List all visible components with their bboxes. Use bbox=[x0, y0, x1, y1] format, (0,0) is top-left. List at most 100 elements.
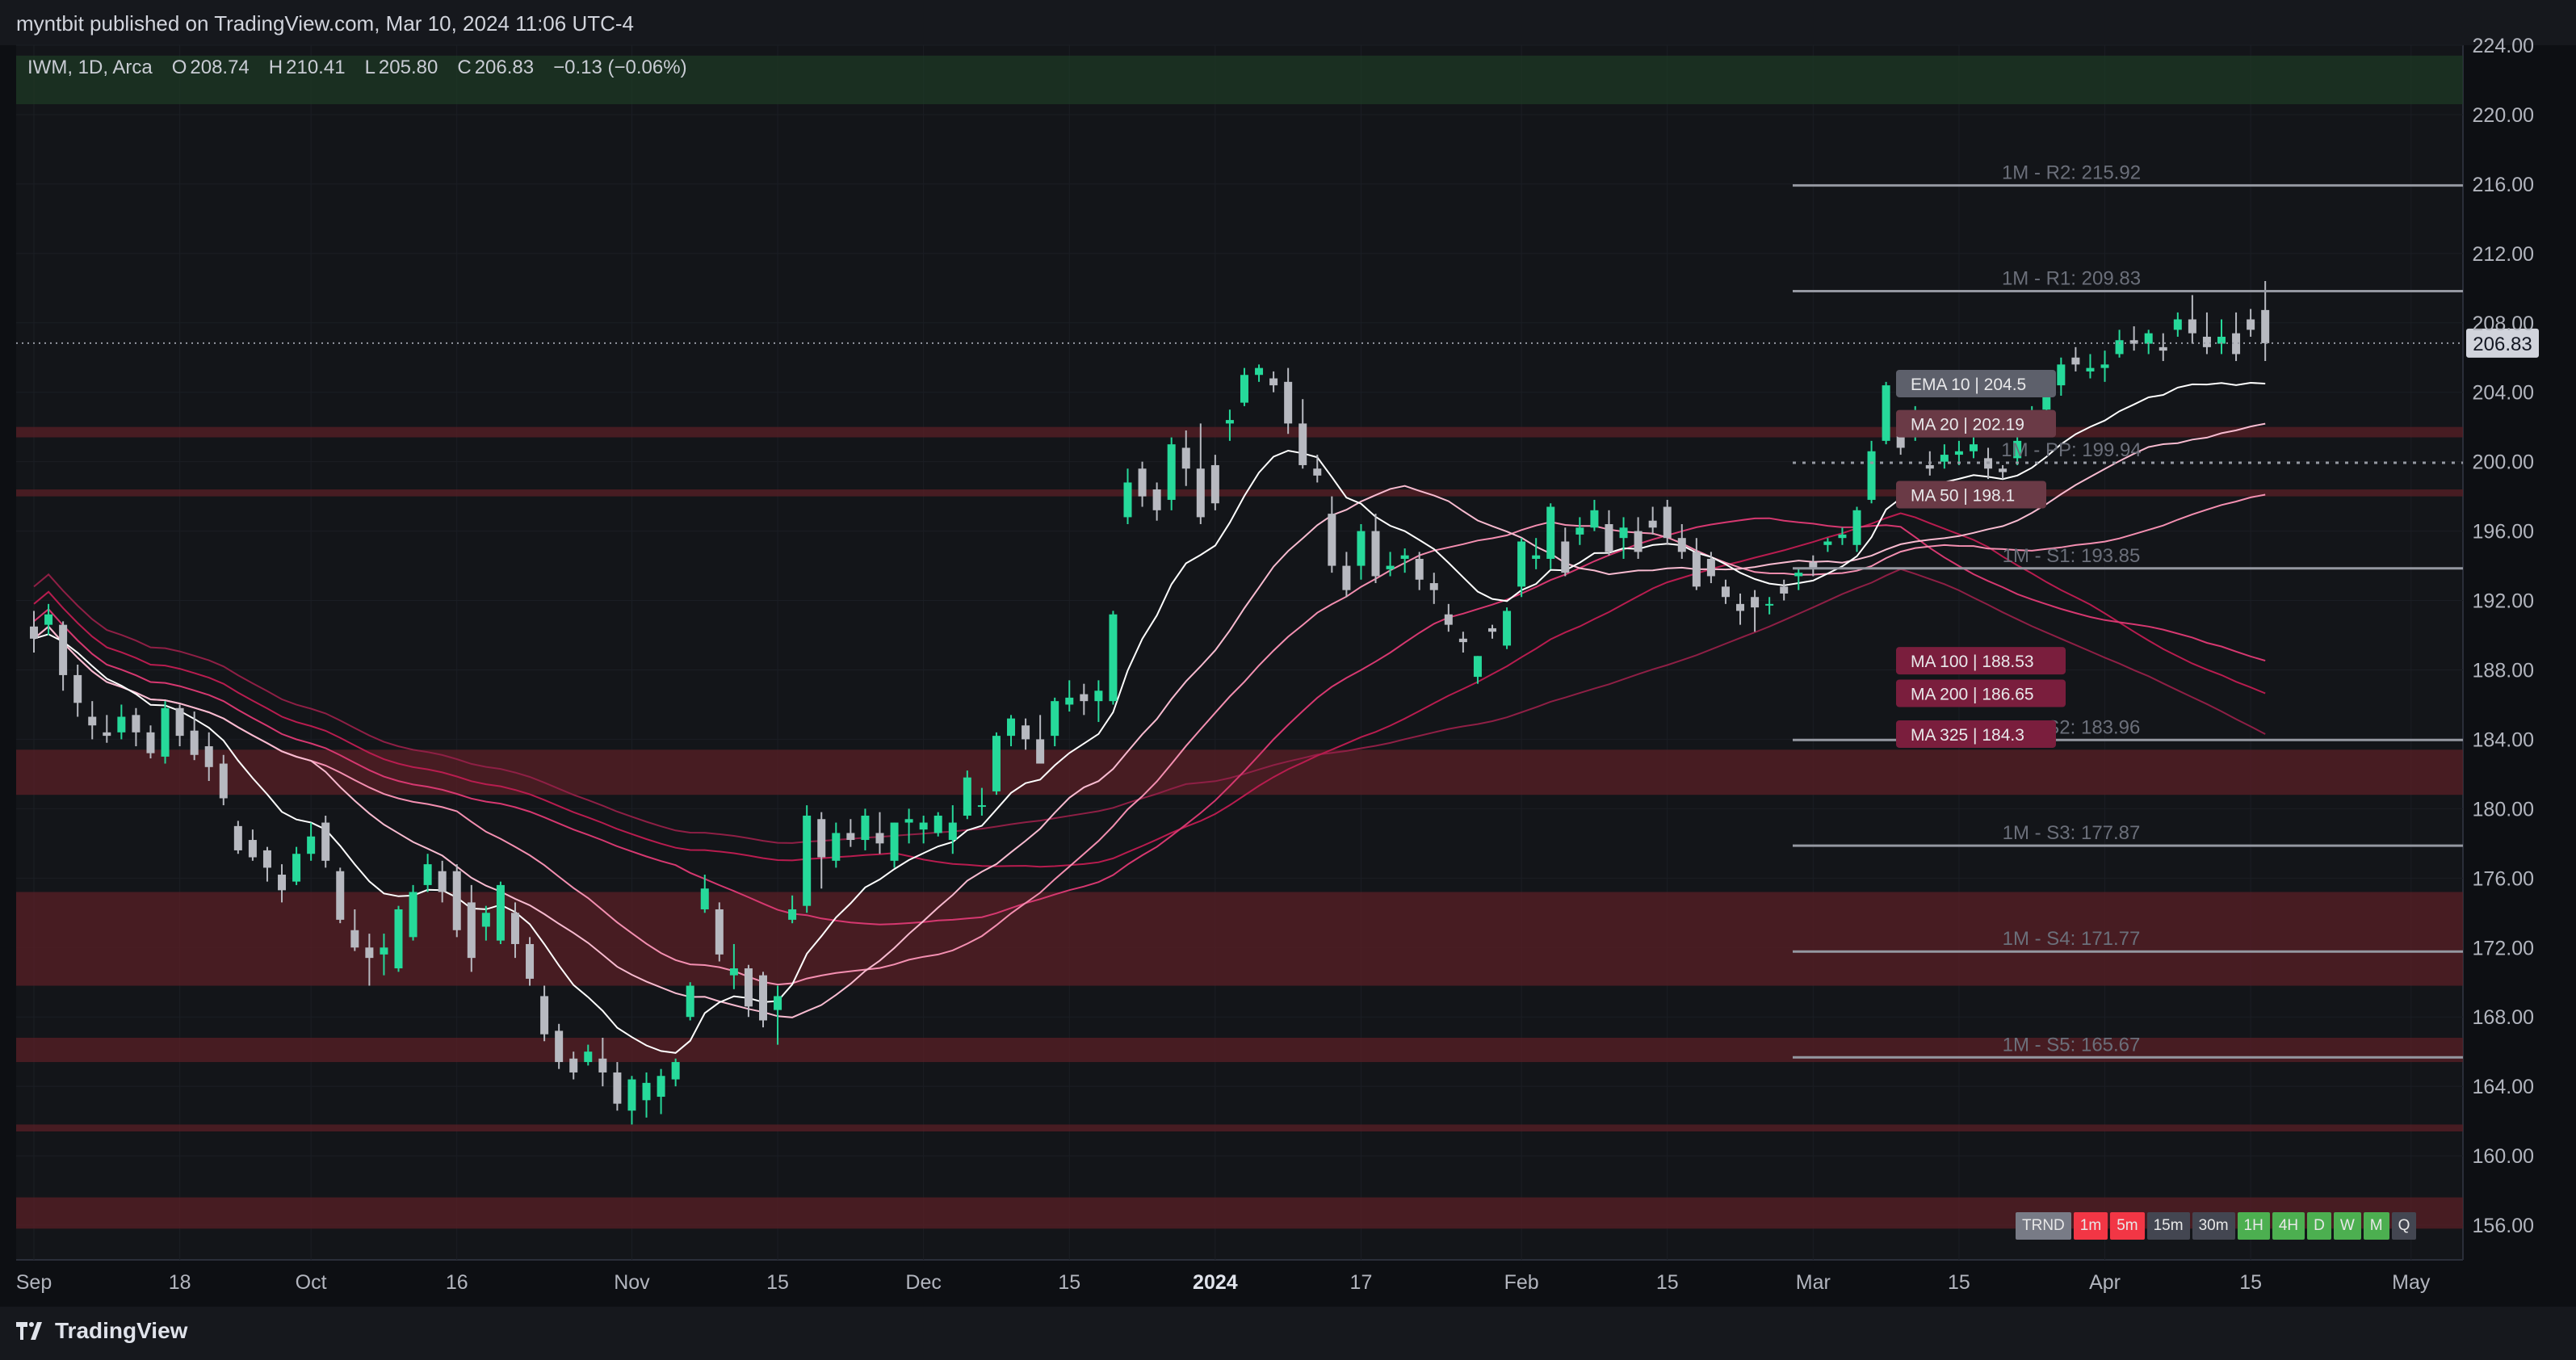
candle-up bbox=[1794, 573, 1803, 577]
candle-up bbox=[788, 909, 797, 920]
ma-label-bg bbox=[1896, 481, 2046, 509]
footer-bar bbox=[0, 1307, 2576, 1360]
candle-down bbox=[2188, 319, 2196, 334]
low-label: L bbox=[364, 57, 375, 78]
candle-down bbox=[1736, 603, 1745, 611]
tradingview-logo[interactable]: TradingView bbox=[16, 1318, 187, 1344]
candle-down bbox=[1342, 565, 1351, 590]
candle-down bbox=[1925, 464, 1934, 469]
candle-up bbox=[2013, 440, 2022, 459]
current-price-text: 206.83 bbox=[2473, 334, 2532, 355]
price-tick-label: 216.00 bbox=[2473, 174, 2534, 196]
candle-down bbox=[1999, 468, 2008, 472]
candle-up bbox=[161, 707, 170, 757]
candle-down bbox=[1036, 739, 1045, 764]
price-axis-panel bbox=[2463, 45, 2576, 1260]
symbol-label[interactable]: IWM, 1D, Arca bbox=[27, 57, 153, 78]
candle-down bbox=[1415, 558, 1424, 580]
candle-down bbox=[569, 1058, 578, 1072]
ma-label-text: MA 325 | 184.3 bbox=[1911, 726, 2024, 745]
candle-up bbox=[992, 736, 1001, 791]
price-tick-label: 220.00 bbox=[2473, 104, 2534, 127]
candle-down bbox=[1210, 464, 1219, 504]
zone-red bbox=[16, 892, 2463, 986]
candle-up bbox=[1590, 510, 1599, 528]
ma-label-tag: MA 200 | 186.65 bbox=[1896, 679, 2066, 707]
candle-down bbox=[1663, 506, 1672, 539]
price-tick-label: 208.00 bbox=[2473, 313, 2534, 335]
candle-down bbox=[1896, 430, 1905, 448]
timeframe-chip-m: M bbox=[2363, 1212, 2389, 1240]
timeframe-chip-1h: 1H bbox=[2237, 1212, 2270, 1240]
candle-down bbox=[467, 902, 476, 959]
candle-up bbox=[963, 777, 971, 816]
pivot-label: 1M - PP: 199.94 bbox=[2001, 439, 2141, 461]
candle-up bbox=[380, 947, 388, 955]
candle-down bbox=[2071, 357, 2080, 365]
candle-down bbox=[1488, 628, 1496, 632]
candle-up bbox=[774, 996, 782, 1010]
candle-down bbox=[1809, 562, 1818, 569]
candle-down bbox=[88, 716, 97, 726]
timeframe-chip-q: Q bbox=[2391, 1212, 2417, 1240]
candle-up bbox=[1123, 482, 1132, 518]
time-tick-label: 15 bbox=[1656, 1271, 1679, 1294]
candle-down bbox=[452, 871, 461, 930]
candle-up bbox=[686, 985, 694, 1018]
candle-up bbox=[1473, 656, 1482, 678]
ma-200-line bbox=[33, 512, 2266, 868]
ma-label-text: MA 50 | 198.1 bbox=[1911, 486, 2015, 505]
candle-up bbox=[423, 864, 432, 885]
candle-up bbox=[1852, 510, 1861, 545]
time-tick-label: Oct bbox=[296, 1271, 327, 1294]
candle-up bbox=[1400, 555, 1409, 559]
candle-up bbox=[2057, 364, 2066, 386]
candle-up bbox=[394, 909, 403, 969]
candle-up bbox=[642, 1082, 651, 1101]
price-tick-label: 184.00 bbox=[2473, 728, 2534, 751]
candle-down bbox=[30, 626, 38, 639]
candle-up bbox=[307, 836, 316, 854]
ma-100-line bbox=[33, 517, 2266, 926]
time-tick-label: Apr bbox=[2089, 1271, 2121, 1294]
candle-up bbox=[832, 833, 841, 861]
candle-up bbox=[1240, 375, 1248, 403]
price-tick-label: 176.00 bbox=[2473, 867, 2534, 890]
candle-down bbox=[262, 850, 271, 868]
price-chart[interactable]: 1M - R2: 215.92 1M - R1: 209.83 1M - PP: 1… bbox=[0, 0, 2576, 1307]
close-value: 206.83 bbox=[474, 57, 535, 78]
candle-down bbox=[1605, 524, 1613, 552]
candle-up bbox=[1765, 603, 1774, 606]
pivot-label: 1M - R1: 209.83 bbox=[2002, 267, 2141, 289]
price-tick-label: 156.00 bbox=[2473, 1215, 2534, 1237]
publisher-text: myntbit published on TradingView.com, Ma… bbox=[16, 11, 635, 36]
candle-up bbox=[584, 1051, 593, 1063]
time-tick-label: 15 bbox=[1948, 1271, 1970, 1294]
candle-up bbox=[1619, 527, 1628, 539]
candle-up bbox=[2100, 364, 2109, 368]
ma-label-text: MA 200 | 186.65 bbox=[1911, 685, 2034, 703]
time-tick-label: 17 bbox=[1350, 1271, 1373, 1294]
candle-down bbox=[1648, 520, 1657, 528]
timeframe-chip-d: D bbox=[2307, 1212, 2331, 1240]
time-tick-label: Nov bbox=[614, 1271, 650, 1294]
price-tick-label: 164.00 bbox=[2473, 1076, 2534, 1098]
candle-down bbox=[2202, 336, 2211, 347]
candle-down bbox=[278, 875, 287, 891]
candle-up bbox=[2217, 336, 2226, 344]
candle-up bbox=[1532, 555, 1541, 559]
time-tick-label: 18 bbox=[169, 1271, 191, 1294]
candle-up bbox=[1007, 718, 1016, 737]
candle-down bbox=[1298, 423, 1307, 465]
open-value: 208.74 bbox=[190, 57, 250, 78]
candle-down bbox=[73, 674, 82, 703]
timeframe-chip-trnd: TRND bbox=[2016, 1212, 2071, 1240]
high-label: H bbox=[268, 57, 283, 78]
change-value: −0.13 (−0.06%) bbox=[553, 57, 687, 78]
price-tick-label: 168.00 bbox=[2473, 1006, 2534, 1029]
ma-label-tag: EMA 10 | 204.5 bbox=[1896, 369, 2056, 397]
time-tick-label: Dec bbox=[905, 1271, 941, 1294]
candle-down bbox=[132, 715, 141, 732]
candle-down bbox=[1328, 514, 1336, 566]
